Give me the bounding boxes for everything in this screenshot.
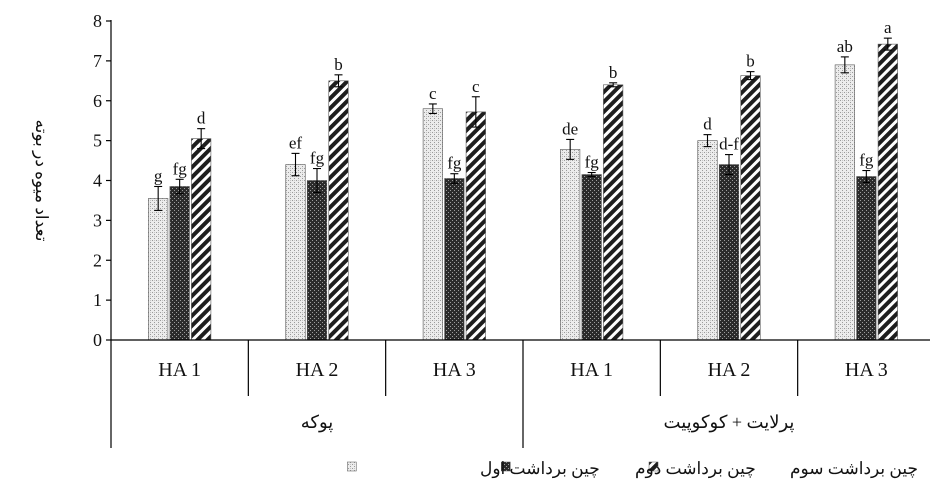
- significance-letter: ab: [837, 37, 853, 56]
- y-axis-label-group: تعداد میوه در بوته: [31, 120, 51, 242]
- x-tick-label: HA 2: [708, 359, 751, 381]
- x-group-label: پرلایت + کوکوپیت: [664, 412, 795, 433]
- significance-letter: fg: [859, 151, 874, 170]
- bar: [877, 43, 898, 341]
- bar: [148, 198, 169, 341]
- x-tick-label: HA 1: [570, 359, 613, 381]
- y-axis-label: تعداد میوه در بوته: [31, 120, 51, 242]
- bar: [834, 64, 855, 341]
- y-tick-label: 2: [93, 250, 102, 270]
- bar: [740, 75, 761, 341]
- significance-letter: d: [703, 115, 712, 134]
- y-tick-label: 4: [93, 171, 102, 191]
- significance-letter: ef: [289, 133, 303, 152]
- legend-label: چین برداشت دوم: [635, 459, 756, 479]
- legend-swatch: [347, 461, 357, 472]
- legend-label: چین برداشت سوم: [790, 459, 918, 479]
- significance-letter: de: [562, 119, 578, 138]
- bar: [603, 84, 624, 341]
- y-tick-label: 7: [93, 51, 102, 71]
- y-tick-label: 8: [93, 11, 102, 31]
- y-tick-label: 5: [93, 131, 102, 151]
- y-tick-label: 0: [93, 330, 102, 350]
- legend: چین برداشت سوم چین برداشت دوم چین برداشت ا…: [347, 459, 918, 479]
- significance-letter: b: [334, 55, 343, 74]
- significance-letter: g: [154, 166, 163, 185]
- bar: [856, 176, 877, 341]
- legend-label: چین برداشت اول: [480, 459, 600, 479]
- significance-letter: fg: [173, 159, 188, 178]
- significance-letter: fg: [585, 153, 600, 172]
- y-tick-label: 3: [93, 210, 102, 230]
- bar: [581, 174, 602, 341]
- significance-letter: d-f: [719, 135, 739, 154]
- bar: [422, 108, 443, 341]
- significance-letter: c: [472, 77, 480, 96]
- bar: [328, 80, 349, 341]
- significance-letter: fg: [447, 154, 462, 173]
- bar: [697, 140, 718, 341]
- significance-letter: b: [609, 63, 618, 82]
- x-group-label: پوکه: [301, 412, 334, 433]
- legend-swatch: [648, 461, 659, 472]
- significance-letter: fg: [310, 149, 325, 168]
- significance-letter: c: [429, 84, 437, 103]
- y-tick-label: 1: [93, 290, 102, 310]
- bar: [191, 138, 212, 341]
- x-tick-label: HA 1: [158, 359, 201, 381]
- y-axis: 0 1 2 3 4 5 6 7 8: [93, 11, 112, 350]
- x-axis: HA 1 HA 2 HA 3 HA 1 HA 2 HA 3 پوکه پرلایت + کوک…: [110, 339, 930, 448]
- bar: [560, 149, 581, 341]
- bar: [718, 164, 740, 341]
- significance-letter: d: [197, 109, 206, 128]
- bar: [444, 178, 465, 341]
- x-tick-label: HA 3: [845, 359, 888, 381]
- significance-letter: a: [884, 18, 892, 37]
- bar: [285, 164, 306, 341]
- x-tick-label: HA 3: [433, 359, 476, 381]
- legend-swatch: [501, 461, 511, 472]
- significance-letter: b: [746, 52, 755, 71]
- bar: [465, 111, 486, 341]
- bar: [169, 186, 190, 341]
- x-tick-label: HA 2: [296, 359, 339, 381]
- bar: [306, 180, 328, 341]
- y-tick-label: 6: [93, 91, 102, 111]
